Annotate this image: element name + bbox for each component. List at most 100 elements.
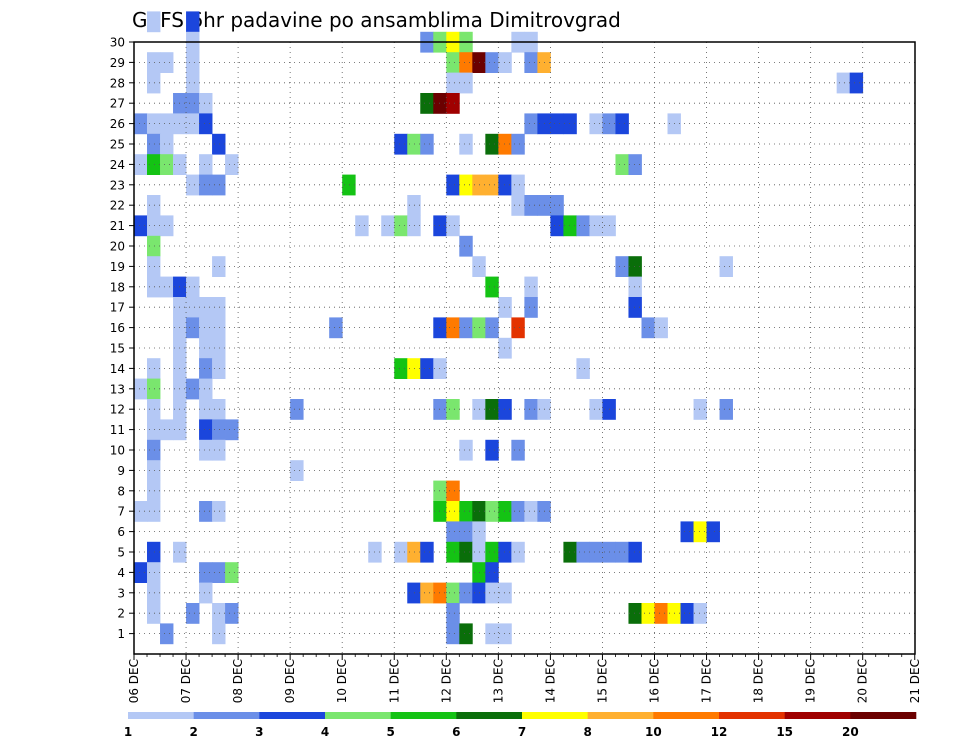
- heatmap-cell: [420, 133, 434, 155]
- heatmap-cell: [420, 541, 434, 563]
- heatmap-cell: [147, 52, 161, 73]
- heatmap-cell: [498, 541, 512, 563]
- y-tick-label: 22: [110, 199, 125, 213]
- heatmap-cell: [147, 276, 161, 298]
- heatmap-cell: [394, 133, 408, 155]
- x-tick-label: 21 DEC: [908, 659, 922, 703]
- heatmap-cell: [212, 623, 226, 645]
- heatmap-cell: [147, 215, 161, 237]
- heatmap-cell: [160, 419, 174, 441]
- heatmap-cell: [420, 358, 434, 379]
- heatmap-cell: [589, 215, 603, 237]
- heatmap-cell: [147, 133, 161, 155]
- heatmap-cell: [615, 113, 629, 135]
- heatmap-cell: [641, 317, 655, 339]
- heatmap-cell: [186, 11, 200, 33]
- colorbar-swatch: [653, 712, 720, 719]
- heatmap-cell: [199, 174, 213, 196]
- heatmap-cell: [342, 174, 356, 196]
- heatmap-cell: [186, 174, 200, 196]
- heatmap-cell: [134, 562, 148, 583]
- heatmap-cell: [628, 603, 642, 624]
- heatmap-cell: [628, 297, 642, 318]
- heatmap-cell: [225, 154, 239, 175]
- x-tick-label: 19 DEC: [804, 659, 818, 703]
- x-tick-label: 20 DEC: [856, 659, 870, 703]
- y-tick-label: 26: [110, 117, 125, 131]
- heatmap-cell: [524, 113, 538, 135]
- heatmap-cell: [160, 276, 174, 298]
- heatmap-cell: [628, 256, 642, 277]
- heatmap-cell: [134, 501, 148, 522]
- heatmap-cell: [498, 501, 512, 522]
- heatmap-cell: [524, 297, 538, 318]
- heatmap-cell: [706, 521, 720, 543]
- heatmap-cell: [186, 297, 200, 318]
- heatmap-cell: [394, 541, 408, 563]
- grid-lines: [134, 41, 915, 654]
- heatmap-cell: [680, 521, 694, 543]
- y-tick-label: 12: [110, 403, 125, 417]
- heatmap-cell: [446, 521, 460, 543]
- heatmap-cell: [446, 541, 460, 563]
- colorbar-label: 2: [189, 725, 197, 739]
- heatmap-cell: [212, 297, 226, 318]
- heatmap-cell: [511, 317, 525, 339]
- heatmap-cell: [446, 72, 460, 94]
- heatmap-cell: [199, 337, 213, 359]
- heatmap-cell: [693, 399, 707, 420]
- heatmap-cell: [485, 133, 499, 155]
- heatmap-cell: [212, 562, 226, 583]
- heatmap-cell: [446, 174, 460, 196]
- heatmap-cell: [498, 399, 512, 420]
- heatmap-cell: [524, 276, 538, 298]
- colorbar-swatch: [587, 712, 654, 719]
- x-tick-label: 06 DEC: [127, 659, 141, 703]
- heatmap-cell: [186, 52, 200, 73]
- heatmap-cell: [147, 480, 161, 502]
- heatmap-cell: [160, 154, 174, 175]
- heatmap-cell: [849, 72, 864, 94]
- heatmap-cell: [134, 113, 148, 135]
- y-tick-label: 4: [117, 566, 125, 580]
- heatmap-cell: [225, 419, 239, 441]
- heatmap-cell: [212, 358, 226, 379]
- colorbar-label: 4: [321, 725, 329, 739]
- y-tick-label: 9: [117, 464, 125, 478]
- heatmap-cell: [550, 113, 564, 135]
- heatmap-cell: [498, 337, 512, 359]
- heatmap-cell: [550, 215, 564, 237]
- heatmap-cell: [160, 623, 174, 645]
- heatmap-cell: [407, 358, 421, 379]
- heatmap-cell: [212, 317, 226, 339]
- y-tick-label: 20: [110, 240, 125, 254]
- heatmap-cell: [186, 317, 200, 339]
- heatmap-cell: [147, 235, 161, 257]
- x-tick-label: 16 DEC: [648, 659, 662, 703]
- heatmap-cell: [511, 501, 525, 522]
- heatmap-cell: [511, 195, 525, 216]
- x-tick-label: 13 DEC: [491, 659, 505, 703]
- heatmap-cell: [134, 154, 148, 175]
- y-tick-label: 6: [117, 525, 125, 539]
- heatmap-cell: [589, 399, 603, 420]
- colorbar-swatch: [719, 712, 785, 719]
- heatmap-cell: [199, 317, 213, 339]
- heatmap-cell: [576, 358, 590, 379]
- heatmap-cell: [693, 521, 707, 543]
- heatmap-cell: [407, 541, 421, 563]
- heatmap-cell: [147, 11, 161, 33]
- colorbar-label: 5: [386, 725, 394, 739]
- heatmap-cell: [654, 603, 668, 624]
- y-axis: 1234567891011121314151617181920212223242…: [110, 36, 134, 641]
- x-tick-label: 18 DEC: [752, 659, 766, 703]
- heatmap-cell: [147, 439, 161, 461]
- heatmap-cell: [459, 317, 473, 339]
- heatmap-cell: [329, 317, 343, 339]
- x-tick-label: 08 DEC: [231, 659, 245, 703]
- colorbar-label: 3: [255, 725, 263, 739]
- colorbar-label: 10: [645, 725, 662, 739]
- y-tick-label: 18: [110, 280, 125, 294]
- heatmap-cell: [147, 460, 161, 481]
- x-tick-label: 12 DEC: [439, 659, 453, 703]
